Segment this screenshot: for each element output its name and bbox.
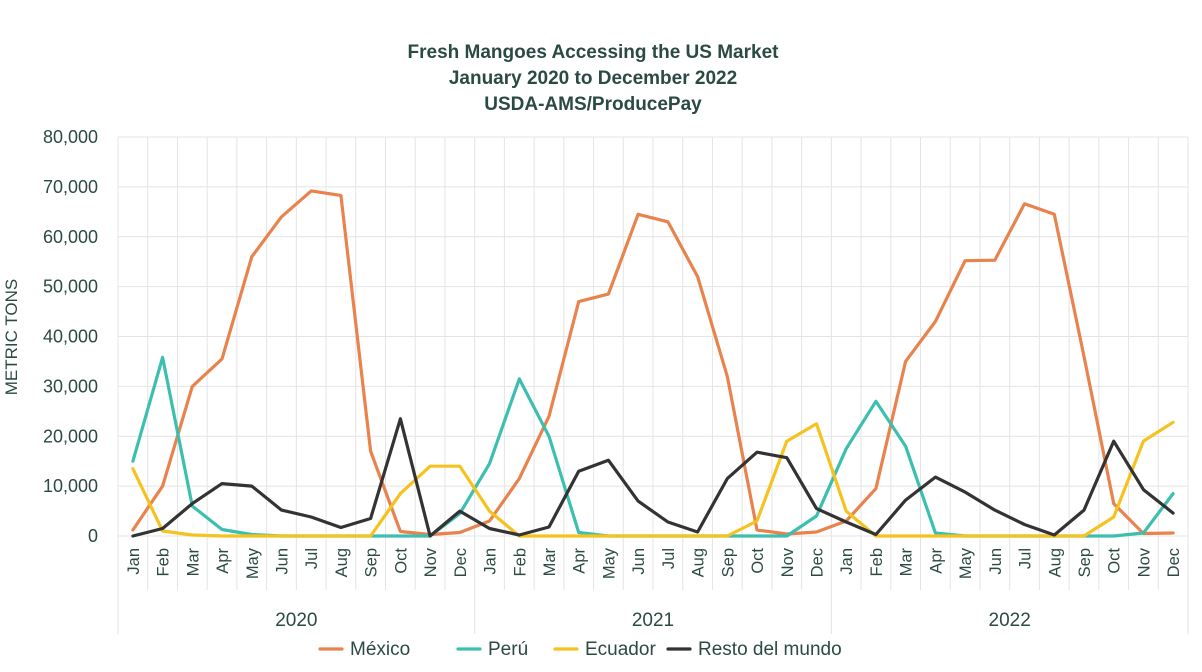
- x-tick-label: Jun: [987, 548, 1005, 575]
- legend-item: México: [318, 639, 410, 660]
- x-tick-label: May: [244, 547, 262, 579]
- x-tick-label: Sep: [1076, 548, 1094, 577]
- x-tick-label: Jul: [660, 548, 678, 569]
- x-tick-label: Nov: [1135, 547, 1153, 577]
- y-tick-label: 0: [88, 526, 98, 546]
- series-line: [131, 189, 1175, 537]
- legend-label: Ecuador: [585, 639, 656, 660]
- y-axis-label: METRIC TONS: [2, 279, 21, 396]
- x-tick-label: Aug: [690, 548, 708, 577]
- x-tick-label: Jun: [630, 548, 648, 575]
- x-tick-label: Mar: [541, 548, 559, 577]
- legend-label: México: [350, 639, 410, 660]
- x-tick-label: May: [957, 547, 975, 579]
- legend-item: Perú: [456, 639, 528, 660]
- x-tick-label: Dec: [1165, 548, 1183, 577]
- x-tick-label: May: [600, 547, 618, 579]
- legend: México Perú Ecuador Resto del mundo: [318, 639, 842, 660]
- x-tick-label: Jan: [125, 548, 143, 575]
- y-tick-label: 50,000: [43, 277, 98, 297]
- x-tick-label: Mar: [898, 548, 916, 577]
- y-tick-label: 80,000: [43, 127, 98, 147]
- chart-subtitle: January 2020 to December 2022: [449, 68, 737, 89]
- series-line: [131, 420, 1175, 538]
- year-label: 2022: [989, 610, 1031, 631]
- year-label: 2021: [632, 610, 674, 631]
- legend-label: Resto del mundo: [698, 639, 842, 660]
- y-tick-label: 30,000: [43, 376, 98, 396]
- y-tick-label: 40,000: [43, 327, 98, 347]
- y-tick-label: 20,000: [43, 426, 98, 446]
- x-tick-label: Feb: [868, 548, 886, 576]
- x-tick-label: Sep: [363, 548, 381, 577]
- y-tick-label: 10,000: [43, 476, 98, 496]
- x-tick-label: Dec: [452, 548, 470, 577]
- series-line: [131, 417, 1175, 538]
- x-tick-label: Feb: [155, 548, 173, 576]
- x-tick-label: Mar: [184, 548, 202, 577]
- x-tick-label: Sep: [719, 548, 737, 577]
- x-tick-label: Dec: [808, 548, 826, 577]
- legend-item: Resto del mundo: [666, 639, 842, 660]
- x-tick-label: Apr: [927, 548, 945, 574]
- x-tick-label: Nov: [779, 547, 797, 577]
- x-tick-label: Oct: [392, 548, 410, 574]
- x-tick-label: Jul: [1017, 548, 1035, 569]
- x-tick-label: Jul: [303, 548, 321, 569]
- x-tick-label: Feb: [511, 548, 529, 576]
- x-tick-label: Jan: [838, 548, 856, 575]
- y-tick-label: 60,000: [43, 227, 98, 247]
- x-tick-label: Oct: [1106, 548, 1124, 574]
- chart-source: USDA-AMS/ProducePay: [484, 94, 702, 115]
- x-tick-label: Jan: [482, 548, 500, 575]
- x-tick-label: Apr: [214, 548, 232, 574]
- y-tick-label: 70,000: [43, 177, 98, 197]
- chart-title: Fresh Mangoes Accessing the US Market: [408, 42, 780, 63]
- y-axis-ticks: 0 10,000 20,000 30,000 40,000 50,000 60,000 70,…: [43, 127, 98, 546]
- series-lines: [131, 189, 1175, 538]
- x-tick-label: Aug: [1046, 548, 1064, 577]
- year-label: 2020: [275, 610, 317, 631]
- x-tick-label: Aug: [333, 548, 351, 577]
- x-tick-label: Jun: [273, 548, 291, 575]
- x-tick-label: Apr: [571, 548, 589, 574]
- x-tick-label: Nov: [422, 547, 440, 577]
- legend-item: Ecuador: [553, 639, 656, 660]
- x-tick-label: Oct: [749, 548, 767, 574]
- x-axis-ticks: Jan Feb Mar Apr May Jun Jul Aug Sep Oct Nov Dec Jan F…: [125, 547, 1183, 631]
- legend-label: Perú: [488, 639, 528, 660]
